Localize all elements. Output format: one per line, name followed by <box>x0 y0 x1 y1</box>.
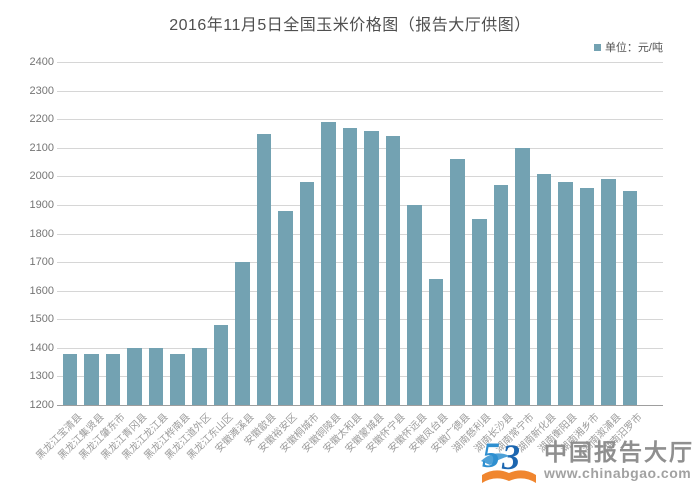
y-gridline <box>57 234 663 235</box>
bar-湖南长沙县 <box>493 184 508 405</box>
bar-黑龙江桦南县 <box>170 353 185 405</box>
y-axis-tick-label: 2100 <box>29 142 54 154</box>
y-gridline <box>57 119 663 120</box>
bar-黑龙江龙江县 <box>148 347 164 405</box>
bar-安徽铜陵县 <box>321 122 336 405</box>
bar-安徽怀宁县 <box>385 136 401 405</box>
y-axis-tick-label: 1700 <box>29 256 54 268</box>
y-axis-tick-label: 1900 <box>29 199 54 211</box>
y-axis-tick-label: 1800 <box>29 228 54 240</box>
bar-湖南湘乡市 <box>579 187 595 405</box>
bar-安徽濉溪县 <box>235 262 250 405</box>
bar-黑龙江东山区 <box>213 325 228 405</box>
svg-text:3: 3 <box>501 437 520 477</box>
bar-安徽广德县 <box>450 159 465 405</box>
bar-黑龙江肇东市 <box>105 353 121 405</box>
y-axis-tick-label: 2300 <box>29 85 54 97</box>
watermark-name: 中国报告大厅 <box>544 439 694 466</box>
bar-黑龙江道外区 <box>192 347 207 405</box>
y-gridline <box>57 91 663 92</box>
bar-安徽桐城市 <box>299 182 315 405</box>
y-axis-tick-label: 2200 <box>29 113 54 125</box>
chart-title: 2016年11月5日全国玉米价格图（报告大厅供图） <box>169 17 531 34</box>
bar-安徽凤台县 <box>428 279 444 405</box>
y-axis-tick-label: 1300 <box>29 370 54 382</box>
y-gridline <box>57 348 663 349</box>
bar-安徽怀远县 <box>407 204 422 405</box>
bar-黑龙江青冈县 <box>127 347 142 405</box>
bar-安徽裕安区 <box>278 210 293 405</box>
bar-湖南新化县 <box>536 173 552 405</box>
watermark: 5 3 中国报告大厅 www.chinabgao.com <box>480 431 694 490</box>
y-gridline <box>57 176 663 177</box>
bar-安徽太和县 <box>342 127 358 405</box>
bar-黑龙江宝清县 <box>62 353 78 405</box>
y-axis-tick-label: 2000 <box>29 170 54 182</box>
y-axis-tick-label: 2400 <box>29 56 54 68</box>
legend-marker-icon <box>593 43 601 51</box>
y-gridline <box>57 291 663 292</box>
y-axis-tick-label: 1500 <box>29 313 54 325</box>
bar-安徽歙县 <box>256 133 272 405</box>
watermark-url: www.chinabgao.com <box>544 464 692 481</box>
bar-湖南溆浦县 <box>601 179 616 405</box>
bar-湖南汨罗市 <box>622 190 638 405</box>
y-gridline <box>57 262 663 263</box>
y-axis-tick-label: 1400 <box>29 342 54 354</box>
chinabgao-logo-icon: 5 3 <box>480 431 538 490</box>
y-gridline <box>57 62 663 63</box>
bar-湖南慈利县 <box>472 219 487 405</box>
legend: 单位：元/吨 <box>593 39 663 55</box>
y-gridline <box>57 205 663 206</box>
bar-安徽蒙城县 <box>364 130 379 405</box>
y-gridline <box>57 319 663 320</box>
y-gridline <box>57 405 663 406</box>
y-axis-tick-label: 1600 <box>29 285 54 297</box>
bar-黑龙江集贤县 <box>84 353 99 405</box>
y-axis-tick-label: 1200 <box>29 399 54 411</box>
bar-湖南常宁市 <box>515 147 530 406</box>
bar-湖南衡阳县 <box>558 182 573 405</box>
y-gridline <box>57 376 663 377</box>
legend-label: 单位：元/吨 <box>604 42 663 54</box>
y-gridline <box>57 148 663 149</box>
